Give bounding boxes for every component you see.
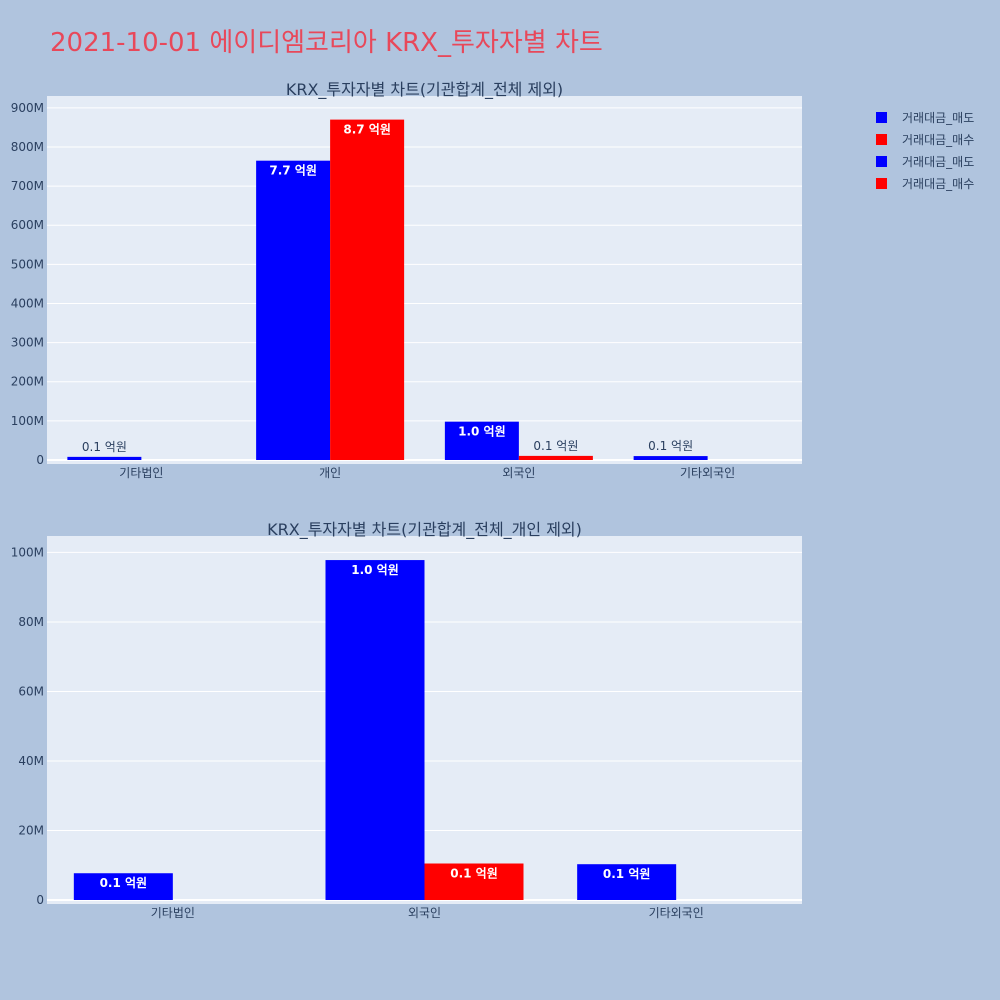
x-tick-label: 기타외국인 <box>680 466 735 480</box>
bar-buy <box>424 863 524 900</box>
y-tick-label: 80M <box>18 615 44 629</box>
y-tick-label: 60M <box>18 684 44 698</box>
data-label: 0.1 억원 <box>648 439 693 453</box>
data-label: 0.1 억원 <box>82 440 127 454</box>
bar-buy <box>330 119 405 460</box>
chart-title: KRX_투자자별 차트(기관합계_전체 제외) <box>286 80 563 100</box>
y-tick-label: 0 <box>36 893 44 907</box>
bar-sell <box>256 160 331 460</box>
page-title: 2021-10-01 에이디엠코리아 KRX_투자자별 차트 <box>50 28 603 58</box>
plot-area <box>47 96 802 464</box>
legend-swatch <box>876 133 887 145</box>
bar-sell <box>577 864 677 900</box>
y-tick-label: 400M <box>11 296 44 310</box>
x-tick-label: 기타법인 <box>151 906 195 920</box>
bar-sell <box>325 560 425 900</box>
y-tick-label: 0 <box>36 453 44 467</box>
legend-item-sell-2[interactable]: 거래대금_매도 <box>876 150 974 172</box>
y-tick-label: 900M <box>11 101 44 115</box>
y-tick-label: 600M <box>11 218 44 232</box>
data-label: 7.7 억원 <box>269 164 317 178</box>
y-tick-label: 800M <box>11 140 44 154</box>
x-tick-label: 기타외국인 <box>649 906 704 920</box>
y-tick-label: 700M <box>11 179 44 193</box>
y-tick-label: 300M <box>11 336 44 350</box>
legend-swatch <box>876 155 887 167</box>
data-label: 8.7 억원 <box>343 123 391 137</box>
bar-sell <box>444 421 519 460</box>
legend-label: 거래대금_매도 <box>902 154 975 169</box>
legend-label: 거래대금_매도 <box>902 110 975 125</box>
x-tick-label: 개인 <box>319 466 341 480</box>
y-tick-label: 100M <box>11 545 44 559</box>
legend-item-buy-2[interactable]: 거래대금_매수 <box>876 172 974 194</box>
x-tick-label: 기타법인 <box>119 466 163 480</box>
data-label: 0.1 억원 <box>450 867 498 881</box>
bar-sell <box>67 456 142 460</box>
y-tick-label: 20M <box>18 823 44 837</box>
data-label: 0.1 억원 <box>100 876 148 890</box>
data-label: 1.0 억원 <box>458 425 506 439</box>
x-tick-label: 외국인 <box>408 906 441 920</box>
data-label: 0.1 억원 <box>603 867 651 881</box>
legend-swatch <box>876 111 887 123</box>
y-tick-label: 100M <box>11 414 44 428</box>
legend-item-sell-1[interactable]: 거래대금_매도 <box>876 106 974 128</box>
bar-sell <box>633 456 708 460</box>
data-label: 1.0 억원 <box>351 563 399 577</box>
bar-sell <box>73 873 173 900</box>
data-label: 0.1 억원 <box>533 439 578 453</box>
bar-buy <box>518 455 593 460</box>
legend[interactable]: 거래대금_매도 거래대금_매수 거래대금_매도 거래대금_매수 <box>876 106 974 194</box>
x-tick-label: 외국인 <box>502 466 535 480</box>
chart-title: KRX_투자자별 차트(기관합계_전체_개인 제외) <box>267 520 582 540</box>
y-tick-label: 500M <box>11 257 44 271</box>
y-tick-label: 40M <box>18 754 44 768</box>
legend-label: 거래대금_매수 <box>902 176 975 191</box>
legend-item-buy-1[interactable]: 거래대금_매수 <box>876 128 974 150</box>
legend-swatch <box>876 177 887 189</box>
y-tick-label: 200M <box>11 375 44 389</box>
legend-label: 거래대금_매수 <box>902 132 975 147</box>
